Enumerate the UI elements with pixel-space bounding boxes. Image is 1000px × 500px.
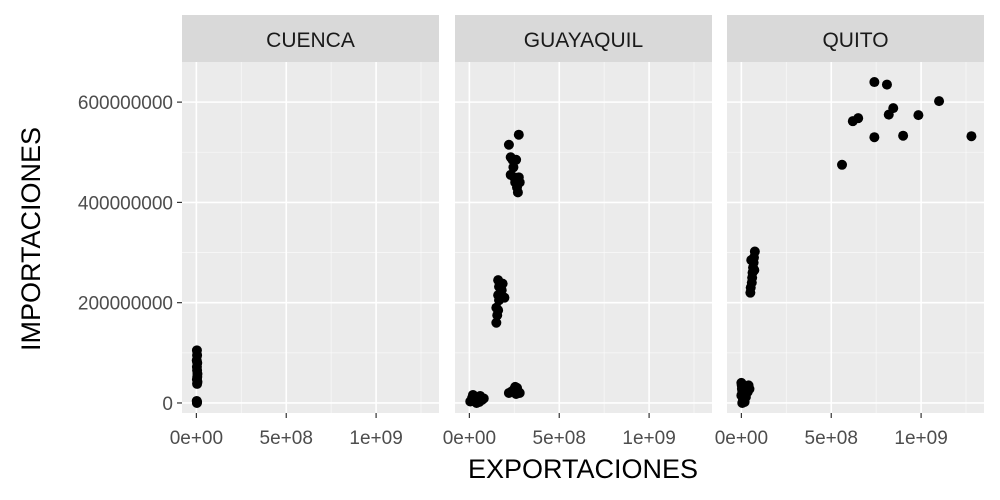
x-tick-label: 0e+00 <box>715 428 768 449</box>
panels: CUENCA 0e+00 5e+08 1e+09 GUAYAQUIL 0e+00 5e+08… <box>170 15 984 449</box>
data-point <box>514 177 525 188</box>
facet-strip <box>455 15 712 62</box>
panel-background <box>455 62 712 413</box>
facet-panel-guayaquil: GUAYAQUIL 0e+00 5e+08 1e+09 <box>443 15 712 449</box>
data-point <box>497 278 508 289</box>
data-point <box>869 132 880 143</box>
data-point <box>513 129 524 140</box>
facet-strip <box>182 15 439 62</box>
data-point <box>853 113 864 124</box>
data-point <box>491 302 502 313</box>
y-tick-label: 600000000 <box>78 93 173 114</box>
data-point <box>507 154 518 165</box>
x-tick-label: 1e+09 <box>622 428 675 449</box>
x-tick-label: 5e+08 <box>805 428 858 449</box>
data-point <box>966 131 977 142</box>
facet-strip <box>727 15 984 62</box>
data-point <box>837 159 848 170</box>
facet-panel-quito: QUITO 0e+00 5e+08 1e+09 <box>715 15 984 449</box>
data-point <box>869 77 880 88</box>
data-point <box>503 139 514 150</box>
panel-background <box>182 62 439 413</box>
data-point <box>746 255 757 266</box>
data-point <box>934 96 945 107</box>
data-point <box>744 383 755 394</box>
data-point <box>467 389 478 400</box>
x-tick-label: 1e+09 <box>894 428 947 449</box>
x-tick-label: 1e+09 <box>349 428 402 449</box>
x-tick-label: 5e+08 <box>260 428 313 449</box>
x-tick-label: 0e+00 <box>443 428 496 449</box>
x-tick-label: 5e+08 <box>533 428 586 449</box>
x-tick-label: 0e+00 <box>170 428 223 449</box>
data-point <box>499 292 510 303</box>
x-axis-title: EXPORTACIONES <box>468 454 698 484</box>
facet-strip-label: CUENCA <box>266 29 355 52</box>
data-point <box>508 162 519 173</box>
data-point <box>512 187 523 198</box>
data-point <box>881 79 892 90</box>
data-point <box>192 378 203 389</box>
data-point <box>739 396 750 407</box>
facet-strip-label: GUAYAQUIL <box>524 29 643 52</box>
y-axis: 0 200000000 400000000 600000000 <box>78 93 182 415</box>
y-tick-label: 200000000 <box>78 294 173 315</box>
facet-strip-label: QUITO <box>822 29 888 52</box>
data-point <box>913 110 924 121</box>
y-tick-label: 0 <box>162 394 173 415</box>
data-point <box>474 396 485 407</box>
data-point <box>749 265 760 276</box>
data-point <box>749 246 760 257</box>
y-axis-title: IMPORTACIONES <box>16 127 46 351</box>
data-point <box>898 130 909 141</box>
data-point <box>888 103 899 114</box>
data-point <box>512 382 523 393</box>
facet-panel-cuenca: CUENCA 0e+00 5e+08 1e+09 <box>170 15 439 449</box>
data-point <box>491 317 502 328</box>
y-tick-label: 400000000 <box>78 193 173 214</box>
data-point <box>192 396 203 407</box>
